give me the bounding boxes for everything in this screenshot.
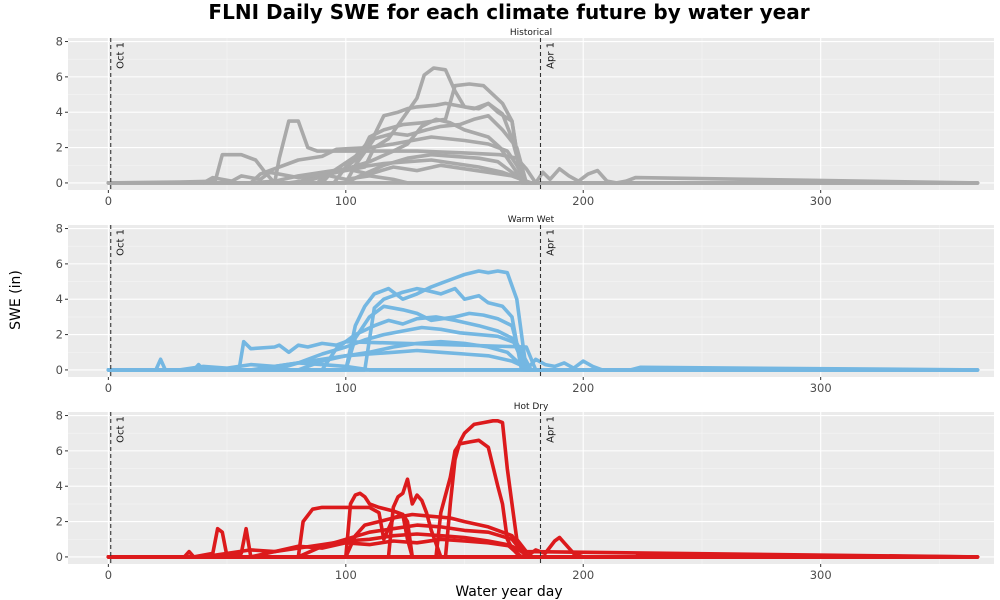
y-tick-label: 0	[56, 176, 63, 190]
y-tick-label: 8	[56, 409, 63, 423]
series-line	[106, 315, 980, 372]
facet-strip-label: Historical	[510, 28, 552, 38]
chart-title: FLNI Daily SWE for each climate future b…	[208, 0, 809, 24]
y-tick-label: 8	[56, 35, 63, 49]
series-line	[106, 135, 980, 185]
x-tick-label: 0	[105, 194, 112, 208]
y-tick-label: 0	[56, 550, 63, 564]
series-line	[106, 535, 980, 559]
x-tick-label: 300	[810, 568, 832, 582]
reference-line-label: Apr 1	[545, 42, 556, 69]
series-line	[106, 419, 980, 559]
series-line	[106, 357, 980, 372]
panel-background	[68, 412, 994, 564]
series-line	[106, 269, 980, 372]
x-tick-label: 200	[572, 194, 594, 208]
series-line	[106, 82, 980, 185]
y-axis-label: SWE (in)	[8, 270, 24, 330]
reference-line-label: Apr 1	[545, 416, 556, 443]
reference-line-label: Oct 1	[116, 416, 127, 443]
y-tick-label: 2	[56, 515, 63, 529]
series-line	[106, 361, 980, 372]
series-line	[106, 286, 980, 372]
x-tick-label: 100	[335, 194, 357, 208]
series-line	[106, 512, 980, 559]
series-line	[106, 170, 980, 185]
x-tick-label: 200	[572, 568, 594, 582]
x-tick-label: 0	[105, 381, 112, 395]
y-tick-label: 6	[56, 70, 63, 84]
series-line	[106, 325, 980, 372]
reference-line-label: Apr 1	[545, 229, 556, 256]
series-line	[106, 505, 980, 559]
facet-strip-label: Hot Dry	[514, 402, 549, 412]
y-tick-label: 6	[56, 257, 63, 271]
y-tick-label: 4	[56, 105, 63, 119]
x-tick-label: 200	[572, 381, 594, 395]
reference-line-label: Oct 1	[116, 229, 127, 256]
reference-line-label: Oct 1	[116, 42, 127, 69]
y-tick-label: 2	[56, 328, 63, 342]
series-line	[106, 477, 980, 559]
y-tick-label: 2	[56, 141, 63, 155]
x-axis-label: Water year day	[455, 584, 562, 600]
x-tick-label: 100	[335, 381, 357, 395]
facet-panel: Warm Wet 0 2 4 6 8 0 100 200 300 Oct 1 Apr 1	[56, 215, 994, 395]
series-line	[106, 537, 980, 559]
facet-panel: Historical 0 2 4 6 8 0 100 200 300 Oct 1 Apr 1	[56, 28, 994, 208]
x-tick-label: 100	[335, 568, 357, 582]
series-line	[106, 101, 980, 185]
x-tick-label: 300	[810, 381, 832, 395]
series-line	[106, 167, 980, 185]
panel-background	[68, 225, 994, 377]
y-tick-label: 6	[56, 444, 63, 458]
facet-strip-label: Warm Wet	[508, 215, 555, 225]
x-tick-label: 300	[810, 194, 832, 208]
series-line	[106, 114, 980, 185]
series-line	[106, 491, 980, 559]
y-tick-label: 4	[56, 479, 63, 493]
series-line	[106, 163, 980, 185]
x-tick-label: 0	[105, 568, 112, 582]
facet-panel: Hot Dry 0 2 4 6 8 0 100 200 300 Oct 1 Apr 1	[56, 402, 994, 582]
panel-background	[68, 38, 994, 190]
series-line	[106, 526, 980, 559]
y-tick-label: 0	[56, 363, 63, 377]
y-tick-label: 4	[56, 292, 63, 306]
y-tick-label: 8	[56, 222, 63, 236]
